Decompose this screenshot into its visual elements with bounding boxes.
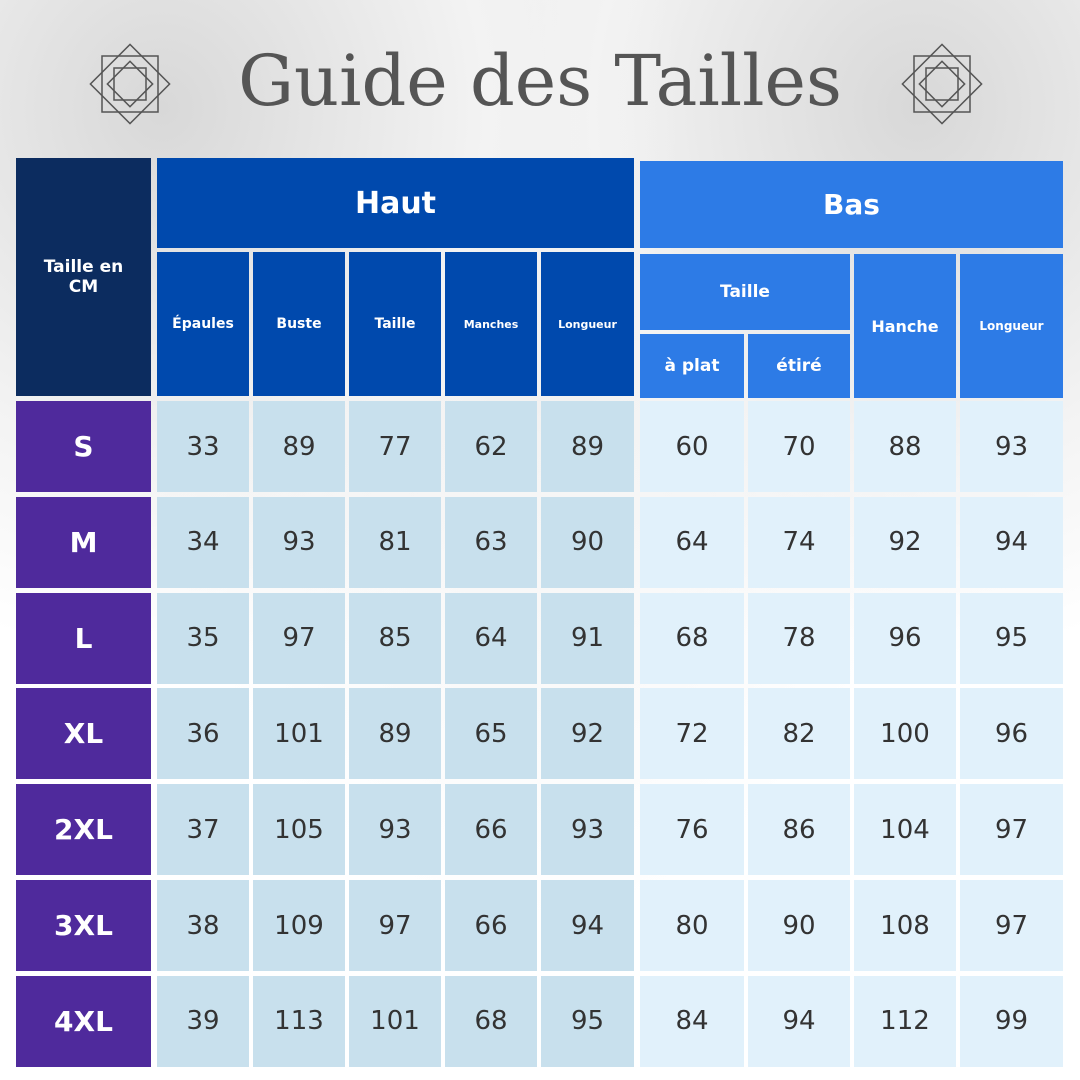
value-cell: 97 xyxy=(960,880,1063,971)
value-cell: 97 xyxy=(960,784,1063,876)
value-cell: 95 xyxy=(541,975,634,1067)
value-cell: 77 xyxy=(349,401,441,492)
column-header: Hanche xyxy=(854,254,956,398)
value-cell: 33 xyxy=(157,401,249,492)
value-cell: 89 xyxy=(349,688,441,780)
value-cell: 95 xyxy=(960,592,1063,684)
value-cell: 112 xyxy=(854,975,956,1067)
value-cell: 84 xyxy=(640,975,744,1067)
size-label: S xyxy=(16,401,151,492)
size-label: L xyxy=(16,592,151,684)
value-cell: 39 xyxy=(157,975,249,1067)
size-label: XL xyxy=(16,688,151,780)
value-cell: 38 xyxy=(157,880,249,971)
value-cell: 64 xyxy=(445,592,537,684)
value-cell: 104 xyxy=(854,784,956,876)
value-cell: 91 xyxy=(541,592,634,684)
ornament xyxy=(901,43,983,125)
column-header: Manches xyxy=(445,252,537,396)
corner-header: Taille en CM xyxy=(16,158,151,396)
value-cell: 96 xyxy=(854,592,956,684)
value-cell: 108 xyxy=(854,880,956,971)
value-cell: 35 xyxy=(157,592,249,684)
value-cell: 74 xyxy=(748,496,850,588)
value-cell: 94 xyxy=(960,496,1063,588)
value-cell: 76 xyxy=(640,784,744,876)
value-cell: 66 xyxy=(445,784,537,876)
value-cell: 89 xyxy=(541,401,634,492)
value-cell: 113 xyxy=(253,975,345,1067)
value-cell: 93 xyxy=(541,784,634,876)
value-cell: 60 xyxy=(640,401,744,492)
value-cell: 97 xyxy=(253,592,345,684)
size-label: 4XL xyxy=(16,975,151,1067)
size-label: 2XL xyxy=(16,784,151,876)
value-cell: 78 xyxy=(748,592,850,684)
value-cell: 62 xyxy=(445,401,537,492)
value-cell: 97 xyxy=(349,880,441,971)
column-header: étiré xyxy=(748,334,850,398)
column-header: Taille xyxy=(640,254,850,330)
value-cell: 80 xyxy=(640,880,744,971)
column-header: Longueur xyxy=(960,254,1063,398)
value-cell: 70 xyxy=(748,401,850,492)
size-label: 3XL xyxy=(16,880,151,971)
column-header: Buste xyxy=(253,252,345,396)
value-cell: 90 xyxy=(541,496,634,588)
value-cell: 101 xyxy=(349,975,441,1067)
value-cell: 93 xyxy=(960,401,1063,492)
column-header: Taille xyxy=(349,252,441,396)
value-cell: 36 xyxy=(157,688,249,780)
column-header: Longueur xyxy=(541,252,634,396)
value-cell: 105 xyxy=(253,784,345,876)
value-cell: 100 xyxy=(854,688,956,780)
value-cell: 66 xyxy=(445,880,537,971)
value-cell: 92 xyxy=(854,496,956,588)
value-cell: 63 xyxy=(445,496,537,588)
value-cell: 65 xyxy=(445,688,537,780)
value-cell: 90 xyxy=(748,880,850,971)
value-cell: 94 xyxy=(748,975,850,1067)
value-cell: 93 xyxy=(253,496,345,588)
value-cell: 93 xyxy=(349,784,441,876)
ornament xyxy=(89,43,171,125)
value-cell: 92 xyxy=(541,688,634,780)
group-header: Haut xyxy=(157,158,634,248)
value-cell: 34 xyxy=(157,496,249,588)
value-cell: 86 xyxy=(748,784,850,876)
value-cell: 72 xyxy=(640,688,744,780)
group-header: Bas xyxy=(640,161,1063,248)
size-label: M xyxy=(16,496,151,588)
column-header: à plat xyxy=(640,334,744,398)
value-cell: 85 xyxy=(349,592,441,684)
column-header: Épaules xyxy=(157,252,249,396)
value-cell: 96 xyxy=(960,688,1063,780)
value-cell: 64 xyxy=(640,496,744,588)
value-cell: 89 xyxy=(253,401,345,492)
value-cell: 68 xyxy=(640,592,744,684)
value-cell: 88 xyxy=(854,401,956,492)
value-cell: 81 xyxy=(349,496,441,588)
value-cell: 99 xyxy=(960,975,1063,1067)
value-cell: 94 xyxy=(541,880,634,971)
value-cell: 101 xyxy=(253,688,345,780)
value-cell: 82 xyxy=(748,688,850,780)
title: Guide des Tailles xyxy=(238,40,842,122)
value-cell: 37 xyxy=(157,784,249,876)
value-cell: 109 xyxy=(253,880,345,971)
value-cell: 68 xyxy=(445,975,537,1067)
